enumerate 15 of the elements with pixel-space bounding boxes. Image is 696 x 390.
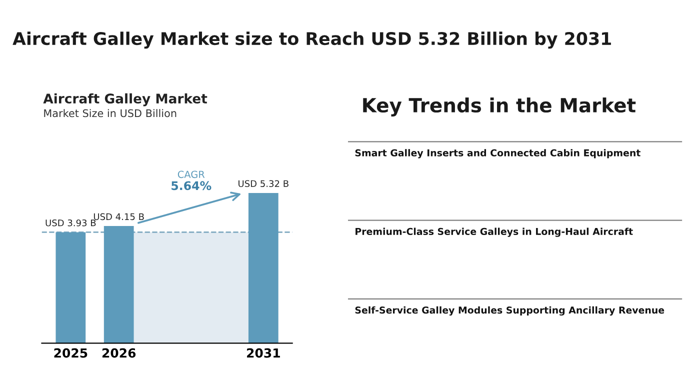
text: 5.64% — [172, 181, 212, 190]
text: Market Size in USD Billion — [44, 109, 176, 118]
text: Key Trends in the Market — [363, 98, 636, 116]
x-tick-label: 2031 — [247, 348, 280, 358]
data-label: USD 4.15 B — [94, 213, 144, 220]
data-label: USD 5.32 B — [238, 180, 288, 188]
text: Smart Galley Inserts and Connected Cabin Equipment — [355, 149, 640, 158]
text: Premium-Class Service Galleys in Long-Haul Aircraft — [356, 228, 633, 237]
chart-subtitle: Aircraft Galley Market — [43, 93, 208, 106]
text: Self-Service Galley Modules Supporting Ancillary Revenue — [355, 306, 664, 316]
x-tick-label: 2025 — [54, 348, 88, 358]
data-label: USD 3.93 B — [46, 219, 96, 226]
text: CAGR — [178, 170, 205, 178]
x-tick-label: 2026 — [102, 348, 136, 358]
chart-title: Aircraft Galley Market size to Reach USD 5.32 Billion by 2031 — [12, 32, 611, 49]
